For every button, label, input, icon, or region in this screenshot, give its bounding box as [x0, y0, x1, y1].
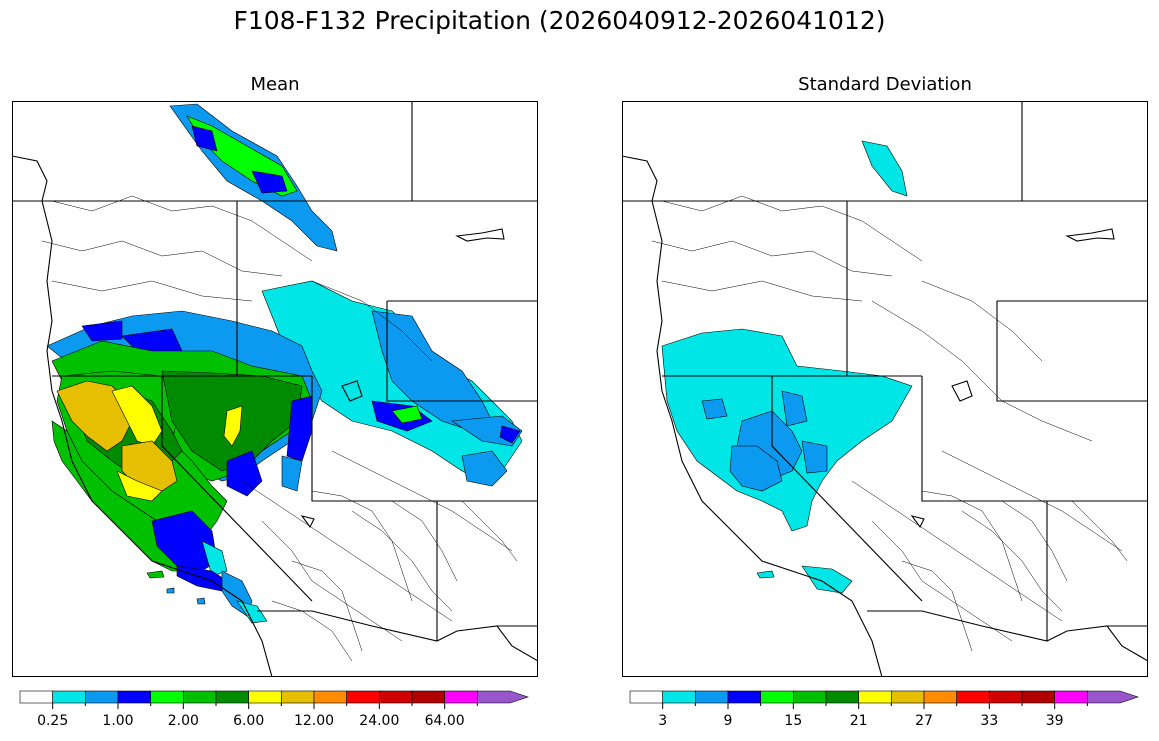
colorbar-label: 33	[980, 713, 998, 729]
colorbar-cell	[150, 690, 184, 704]
colorbar-cell	[923, 690, 957, 704]
colorbar-label: 9	[724, 713, 733, 729]
colorbar-cell	[444, 690, 478, 704]
colorbar-label: 27	[915, 713, 933, 729]
colorbar-label: 64.00	[425, 713, 465, 729]
colorbar-cell	[477, 690, 529, 704]
colorbar-cell	[891, 690, 925, 704]
colorbar-cell	[248, 690, 282, 704]
colorbar-label: 24.00	[359, 713, 399, 729]
colorbar-cell	[695, 690, 729, 704]
colorbar-cell	[215, 690, 249, 704]
colorbar-label: 39	[1046, 713, 1064, 729]
std-colorbar: 3 9 15 21 27 33 39	[629, 690, 1139, 729]
std-regions	[661, 140, 913, 594]
colorbar-labels: 3 9 15 21 27 33 39	[658, 713, 1063, 729]
colorbar-label: 12.00	[294, 713, 334, 729]
colorbar-cell	[1054, 690, 1088, 704]
colorbar-cells	[629, 690, 1139, 704]
colorbar-label: 2.00	[168, 713, 199, 729]
colorbar-ticks	[52, 703, 478, 709]
colorbar-cell	[662, 690, 696, 704]
colorbar-label: 0.25	[37, 713, 68, 729]
colorbar-cells	[19, 690, 529, 704]
mean-precipitation-map	[12, 101, 538, 677]
colorbar-cell	[760, 690, 794, 704]
colorbar-label: 21	[850, 713, 868, 729]
boundaries	[12, 101, 538, 677]
mean-colorbar: 0.25 1.00 2.00 6.00 12.00 24.00 64.00	[19, 690, 529, 729]
colorbar-label: 6.00	[233, 713, 264, 729]
colorbar-cell	[411, 690, 445, 704]
colorbar-cell	[183, 690, 217, 704]
colorbar-cell	[858, 690, 892, 704]
std-precipitation-map	[622, 101, 1148, 677]
colorbar-cell	[313, 690, 347, 704]
panel-title-mean: Mean	[250, 74, 300, 95]
colorbar-cell	[1021, 690, 1055, 704]
colorbar-cell	[379, 690, 413, 704]
colorbar-cell	[727, 690, 761, 704]
colorbar-label: 15	[784, 713, 802, 729]
colorbar-label: 3	[658, 713, 667, 729]
precip-regions	[46, 103, 523, 624]
colorbar-cell	[956, 690, 990, 704]
panel-title-std: Standard Deviation	[798, 74, 972, 95]
colorbar-cell	[793, 690, 827, 704]
colorbar-cell	[1087, 690, 1139, 704]
colorbar-cell	[629, 690, 663, 704]
colorbar-cell	[52, 690, 86, 704]
colorbar-labels: 0.25 1.00 2.00 6.00 12.00 24.00 64.00	[37, 713, 465, 729]
colorbar-cell	[346, 690, 380, 704]
colorbar-label: 1.00	[102, 713, 133, 729]
colorbar-cell	[117, 690, 151, 704]
colorbar-cell	[989, 690, 1023, 704]
colorbar-cell	[19, 690, 53, 704]
colorbar-cell	[825, 690, 859, 704]
boundaries	[622, 101, 1148, 677]
colorbar-cell	[85, 690, 119, 704]
colorbar-cell	[281, 690, 315, 704]
colorbar-ticks	[662, 703, 1088, 709]
figure-title: F108-F132 Precipitation (2026040912-2026…	[233, 6, 886, 35]
